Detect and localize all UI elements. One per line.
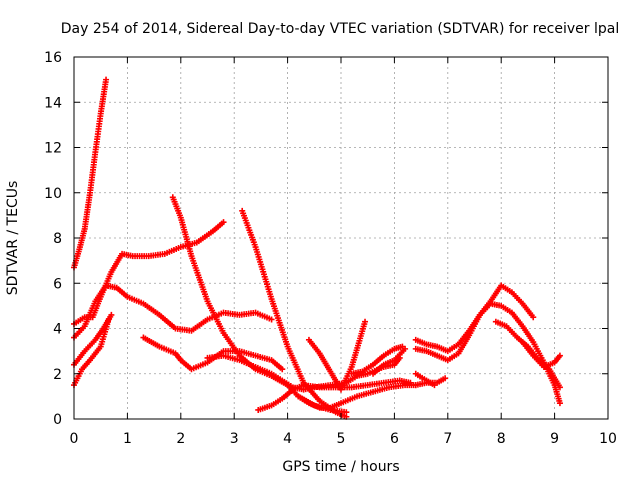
data-point bbox=[279, 366, 286, 373]
y-tick-label: 16 bbox=[44, 50, 62, 66]
y-tick-label: 14 bbox=[44, 95, 62, 111]
data-point bbox=[556, 400, 563, 407]
series-arc-18 bbox=[519, 339, 563, 370]
x-tick-label: 9 bbox=[550, 431, 559, 447]
y-tick-label: 12 bbox=[44, 141, 62, 157]
x-tick-label: 7 bbox=[443, 431, 452, 447]
data-point bbox=[556, 352, 563, 359]
x-tick-label: 0 bbox=[70, 431, 79, 447]
series-arc-1 bbox=[71, 76, 110, 271]
data-point bbox=[442, 375, 449, 382]
series-arc-14 bbox=[370, 345, 409, 377]
data-point bbox=[108, 311, 115, 318]
grid bbox=[74, 57, 608, 419]
data-point bbox=[220, 219, 227, 226]
data-point bbox=[105, 316, 112, 323]
data-point bbox=[530, 314, 537, 321]
x-tick-label: 2 bbox=[176, 431, 185, 447]
y-axis-label: SDTVAR / TECUs bbox=[5, 181, 21, 296]
x-tick-label: 10 bbox=[599, 431, 617, 447]
x-tick-label: 5 bbox=[337, 431, 346, 447]
x-tick-label: 4 bbox=[283, 431, 292, 447]
x-tick-label: 3 bbox=[230, 431, 239, 447]
chart-title: Day 254 of 2014, Sidereal Day-to-day VTE… bbox=[61, 21, 619, 37]
series-arc-5 bbox=[71, 316, 112, 389]
data-point bbox=[268, 316, 275, 323]
series-arc-10 bbox=[255, 377, 414, 413]
y-tick-label: 8 bbox=[53, 231, 62, 247]
data-point bbox=[402, 345, 409, 352]
x-axis-label: GPS time / hours bbox=[282, 459, 399, 475]
series-arc-20 bbox=[412, 375, 449, 389]
series-arc-13 bbox=[348, 343, 406, 377]
y-tick-label: 0 bbox=[53, 412, 62, 428]
plot-area bbox=[71, 76, 563, 420]
series-arc-7 bbox=[169, 194, 350, 416]
x-tick-label: 6 bbox=[390, 431, 399, 447]
series-line bbox=[143, 337, 283, 370]
y-tick-label: 2 bbox=[53, 367, 62, 383]
data-point bbox=[556, 384, 563, 391]
y-tick-label: 4 bbox=[53, 322, 62, 338]
x-tick-label: 8 bbox=[497, 431, 506, 447]
series-arc-11 bbox=[305, 318, 369, 393]
series-arc-3 bbox=[71, 282, 275, 341]
y-tick-label: 6 bbox=[53, 276, 62, 292]
series-arc-16 bbox=[412, 300, 563, 407]
data-point bbox=[362, 318, 369, 325]
y-tick-label: 10 bbox=[44, 186, 62, 202]
x-tick-label: 1 bbox=[123, 431, 132, 447]
data-point bbox=[103, 76, 110, 83]
series-line bbox=[172, 197, 347, 413]
series-arc-6 bbox=[140, 334, 286, 373]
